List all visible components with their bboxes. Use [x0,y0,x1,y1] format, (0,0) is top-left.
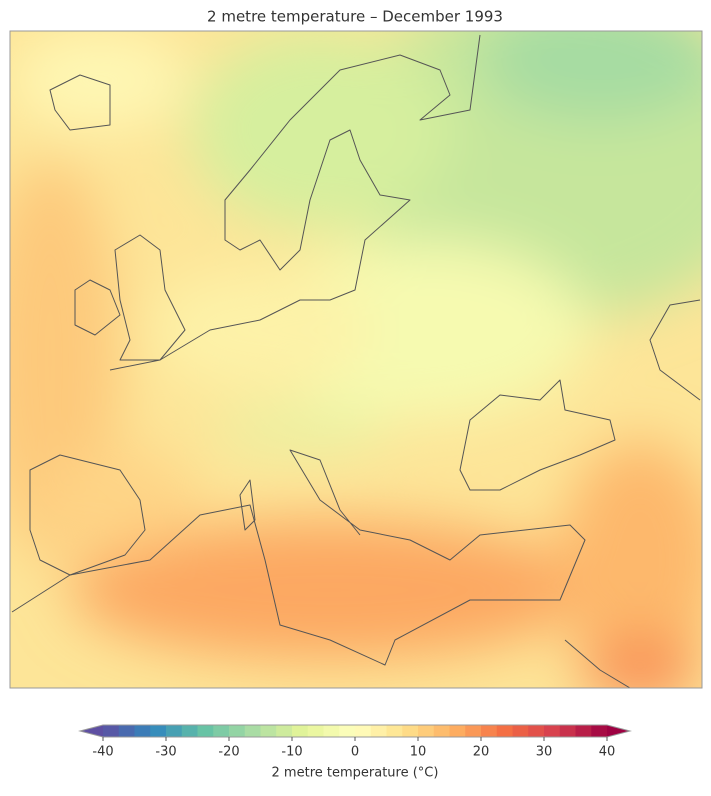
colorbar-segment [481,725,498,737]
map-frame [9,30,703,689]
colorbar-segment [559,725,576,737]
colorbar-extend-high [607,725,630,737]
colorbar-segment [197,725,214,737]
colorbar-segment [418,725,435,737]
map-title: 2 metre temperature – December 1993 [207,8,503,26]
colorbar-tick-label: 30 [536,745,553,760]
colorbar-tick-label: 10 [410,745,427,760]
colorbar: -40 -30 -20 -10 0 10 20 30 40 [78,724,632,760]
colorbar-segment [465,725,482,737]
colorbar-segment [402,725,419,737]
colorbar-segment [229,725,246,737]
colorbar-segment [307,725,324,737]
colorbar-segment [339,725,356,737]
colorbar-segment [512,725,529,737]
colorbar-segment [134,725,151,737]
colorbar-segment [323,725,340,737]
colorbar-segment [276,725,293,737]
colorbar-segment [292,725,309,737]
colorbar-segment [528,725,545,737]
colorbar-segment [103,725,120,737]
colorbar-segment [449,725,466,737]
colorbar-segment [150,725,167,737]
colorbar-tick-label: 20 [473,745,490,760]
colorbar-tick-label: 0 [351,745,359,760]
colorbar-segment [355,725,372,737]
colorbar-segment [260,725,277,737]
colorbar-segment [213,725,230,737]
colorbar-tick-label: -10 [281,745,302,760]
colorbar-segment [181,725,198,737]
colorbar-segment [433,725,450,737]
colorbar-segment [591,725,608,737]
colorbar-tick-label: -20 [218,745,239,760]
colorbar-tick-label: 40 [599,745,616,760]
colorbar-segment [166,725,183,737]
colorbar-segment [244,725,261,737]
colorbar-segment [544,725,561,737]
colorbar-segment [575,725,592,737]
temperature-field [10,31,702,688]
colorbar-segment [370,725,387,737]
colorbar-segment [496,725,513,737]
colorbar-extend-low [80,725,103,737]
colorbar-label: 2 metre temperature (°C) [272,766,439,781]
colorbar-segment [386,725,403,737]
colorbar-tick-label: -30 [155,745,176,760]
colorbar-segment [118,725,135,737]
colorbar-tick-label: -40 [92,745,113,760]
